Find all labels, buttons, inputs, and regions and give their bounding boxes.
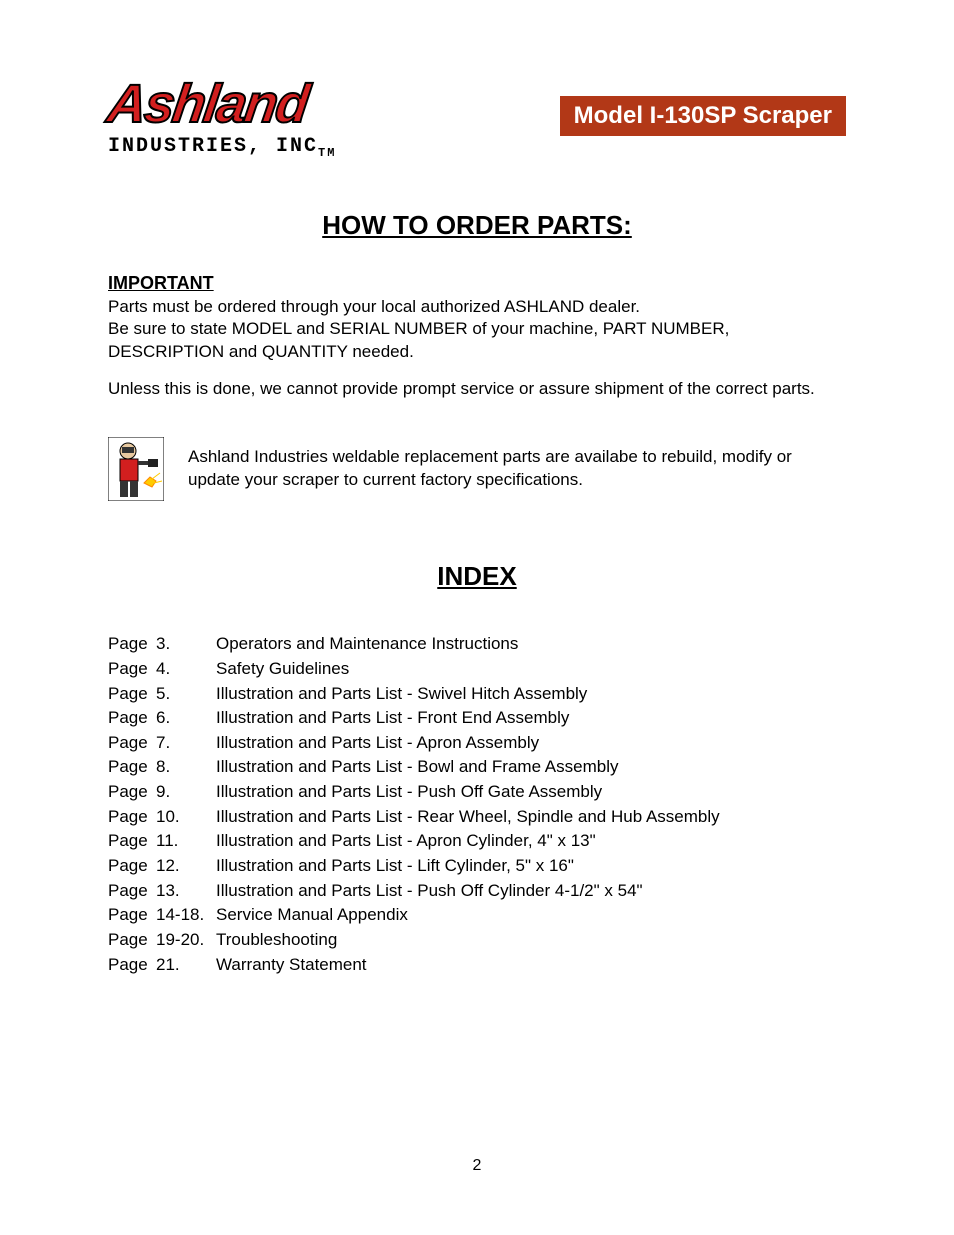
page-number: 2 bbox=[0, 1157, 954, 1175]
index-page-label: Page bbox=[108, 928, 156, 953]
index-page-label: Page bbox=[108, 879, 156, 904]
index-page-num: 6. bbox=[156, 706, 216, 731]
index-entry-title: Illustration and Parts List - Push Off C… bbox=[216, 879, 846, 904]
index-page-label: Page bbox=[108, 706, 156, 731]
index-row: Page 5. Illustration and Parts List - Sw… bbox=[108, 682, 846, 707]
index-page-num: 9. bbox=[156, 780, 216, 805]
header-row: Ashland INDUSTRIES, INCTM Model I-130SP … bbox=[108, 80, 846, 160]
index-row: Page 13. Illustration and Parts List - P… bbox=[108, 879, 846, 904]
index-page-num: 4. bbox=[156, 657, 216, 682]
index-entry-title: Service Manual Appendix bbox=[216, 903, 846, 928]
index-page-label: Page bbox=[108, 657, 156, 682]
index-row: Page 12. Illustration and Parts List - L… bbox=[108, 854, 846, 879]
index-page-label: Page bbox=[108, 682, 156, 707]
index-row: Page 19-20. Troubleshooting bbox=[108, 928, 846, 953]
index-entry-title: Illustration and Parts List - Front End … bbox=[216, 706, 846, 731]
index-entry-title: Troubleshooting bbox=[216, 928, 846, 953]
important-paragraph-3: Unless this is done, we cannot provide p… bbox=[108, 378, 846, 401]
index-row: Page 21. Warranty Statement bbox=[108, 953, 846, 978]
model-banner: Model I-130SP Scraper bbox=[560, 96, 846, 136]
welder-icon bbox=[108, 437, 164, 501]
index-row: Page 10. Illustration and Parts List - R… bbox=[108, 805, 846, 830]
index-page-label: Page bbox=[108, 953, 156, 978]
index-row: Page 11. Illustration and Parts List - A… bbox=[108, 829, 846, 854]
document-page: Ashland INDUSTRIES, INCTM Model I-130SP … bbox=[0, 0, 954, 1235]
index-entry-title: Warranty Statement bbox=[216, 953, 846, 978]
index-page-num: 7. bbox=[156, 731, 216, 756]
logo-tm: TM bbox=[318, 146, 336, 160]
logo-sub-prefix: INDUSTRIES, INC bbox=[108, 135, 318, 158]
welder-note-text: Ashland Industries weldable replacement … bbox=[188, 446, 846, 492]
index-entry-title: Illustration and Parts List - Push Off G… bbox=[216, 780, 846, 805]
important-block: IMPORTANT Parts must be ordered through … bbox=[108, 271, 846, 365]
index-page-label: Page bbox=[108, 755, 156, 780]
index-entry-title: Illustration and Parts List - Apron Asse… bbox=[216, 731, 846, 756]
index-page-num: 13. bbox=[156, 879, 216, 904]
index-entry-title: Illustration and Parts List - Lift Cylin… bbox=[216, 854, 846, 879]
index-entry-title: Illustration and Parts List - Bowl and F… bbox=[216, 755, 846, 780]
index-page-label: Page bbox=[108, 805, 156, 830]
how-to-order-title: HOW TO ORDER PARTS: bbox=[108, 210, 846, 241]
index-page-num: 8. bbox=[156, 755, 216, 780]
index-row: Page 6. Illustration and Parts List - Fr… bbox=[108, 706, 846, 731]
index-page-label: Page bbox=[108, 780, 156, 805]
index-row: Page 9. Illustration and Parts List - Pu… bbox=[108, 780, 846, 805]
index-row: Page 14-18. Service Manual Appendix bbox=[108, 903, 846, 928]
index-row: Page 4. Safety Guidelines bbox=[108, 657, 846, 682]
company-logo: Ashland INDUSTRIES, INCTM bbox=[108, 80, 408, 160]
index-page-num: 11. bbox=[156, 829, 216, 854]
index-page-num: 19-20. bbox=[156, 928, 216, 953]
index-page-label: Page bbox=[108, 731, 156, 756]
index-page-num: 12. bbox=[156, 854, 216, 879]
index-entry-title: Operators and Maintenance Instructions bbox=[216, 632, 846, 657]
welder-note-row: Ashland Industries weldable replacement … bbox=[108, 437, 846, 501]
logo-wordmark: Ashland bbox=[105, 80, 311, 129]
index-page-label: Page bbox=[108, 854, 156, 879]
index-row: Page 3. Operators and Maintenance Instru… bbox=[108, 632, 846, 657]
index-page-num: 14-18. bbox=[156, 903, 216, 928]
index-page-label: Page bbox=[108, 829, 156, 854]
index-entry-title: Illustration and Parts List - Apron Cyli… bbox=[216, 829, 846, 854]
important-label: IMPORTANT bbox=[108, 273, 214, 293]
index-page-num: 10. bbox=[156, 805, 216, 830]
index-row: Page 7. Illustration and Parts List - Ap… bbox=[108, 731, 846, 756]
important-paragraph-2: Be sure to state MODEL and SERIAL NUMBER… bbox=[108, 319, 729, 361]
index-row: Page 8. Illustration and Parts List - Bo… bbox=[108, 755, 846, 780]
index-page-label: Page bbox=[108, 632, 156, 657]
index-entry-title: Safety Guidelines bbox=[216, 657, 846, 682]
index-entry-title: Illustration and Parts List - Rear Wheel… bbox=[216, 805, 846, 830]
index-title: INDEX bbox=[108, 561, 846, 592]
index-page-label: Page bbox=[108, 903, 156, 928]
index-entry-title: Illustration and Parts List - Swivel Hit… bbox=[216, 682, 846, 707]
logo-subtext: INDUSTRIES, INCTM bbox=[108, 135, 408, 160]
index-page-num: 21. bbox=[156, 953, 216, 978]
index-page-num: 5. bbox=[156, 682, 216, 707]
index-page-num: 3. bbox=[156, 632, 216, 657]
important-paragraph-1: Parts must be ordered through your local… bbox=[108, 297, 640, 316]
index-list: Page 3. Operators and Maintenance Instru… bbox=[108, 632, 846, 977]
